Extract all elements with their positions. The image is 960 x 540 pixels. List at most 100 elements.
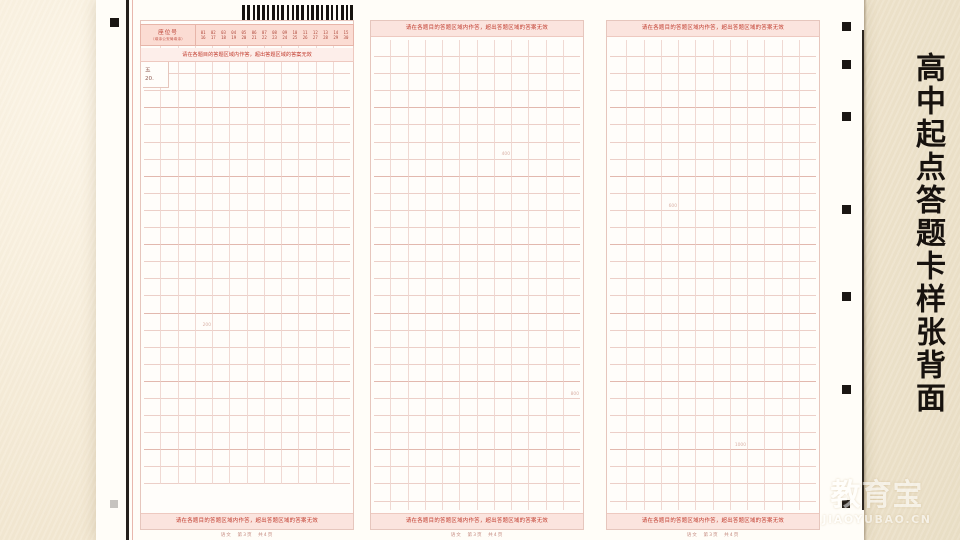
answer-grid-cell[interactable] [563,160,580,177]
answer-grid-cell[interactable] [644,313,662,331]
answer-grid-cell[interactable] [644,398,662,417]
answer-grid-cell[interactable] [782,159,800,177]
answer-grid-cell[interactable]: 800 [563,382,580,399]
answer-grid-cell[interactable] [782,313,800,331]
answer-grid-cell[interactable] [425,433,443,451]
answer-grid-cell[interactable] [213,467,231,485]
answer-grid-cell[interactable] [195,57,213,75]
answer-grid-cell[interactable] [477,40,495,58]
answer-grid-cell[interactable] [213,193,231,211]
seat-number-cell[interactable]: 05 [241,29,247,35]
answer-grid-cell[interactable] [713,142,731,160]
answer-grid-cell[interactable] [799,211,816,229]
answer-grid-row[interactable] [374,262,580,280]
answer-grid-cell[interactable] [512,210,530,229]
answer-grid-cell[interactable] [529,142,547,160]
answer-grid-cell[interactable] [264,91,282,109]
answer-grid-cell[interactable] [316,398,334,417]
answer-grid-cell[interactable] [546,57,564,75]
answer-grid-cell[interactable] [563,296,580,314]
answer-grid-cell[interactable] [333,74,350,92]
answer-grid-cell[interactable] [610,74,628,92]
answer-grid-cell[interactable] [230,125,248,143]
answer-grid-cell[interactable] [374,176,392,194]
answer-grid-cell[interactable] [627,108,645,126]
answer-grid-cell[interactable] [696,91,714,109]
answer-grid-cell[interactable] [494,74,512,92]
answer-grid-cell[interactable] [730,262,748,280]
answer-grid-cell[interactable] [748,296,766,314]
answer-grid-cell[interactable] [264,296,282,314]
answer-grid-cell[interactable] [299,279,317,297]
answer-grid-cell[interactable] [799,108,816,126]
answer-grid-cell[interactable] [477,210,495,229]
answer-grid-cell[interactable] [178,364,196,382]
answer-grid-cell[interactable] [391,364,409,382]
answer-grid-cell[interactable] [730,467,748,485]
answer-grid-cell[interactable] [477,398,495,417]
answer-grid-cell[interactable]: 200 [195,313,213,331]
answer-grid-cell[interactable] [333,143,350,160]
answer-grid-cell[interactable] [299,381,317,399]
answer-grid-cell[interactable] [713,364,731,382]
answer-grid-cell[interactable] [563,450,580,468]
answer-grid-cell[interactable] [230,347,248,365]
answer-grid-cell[interactable] [529,364,547,382]
answer-grid-cell[interactable] [644,193,662,211]
answer-grid-row[interactable] [610,296,816,314]
answer-grid-cell[interactable] [713,450,731,468]
answer-grid-cell[interactable] [512,416,530,434]
answer-grid-cell[interactable] [610,176,628,194]
answer-grid-row[interactable] [374,279,580,297]
answer-grid-cell[interactable] [264,108,282,126]
seat-number-cell[interactable]: 23 [272,35,277,40]
answer-grid-cell[interactable] [178,228,196,246]
answer-grid-cell[interactable] [644,416,662,434]
answer-grid-cell[interactable] [374,40,392,58]
answer-grid-row[interactable] [610,245,816,263]
answer-grid-cell[interactable] [782,193,800,211]
answer-grid-cell[interactable] [494,484,512,502]
answer-grid-cell[interactable] [644,381,662,399]
answer-grid-cell[interactable] [460,279,478,297]
answer-grid-cell[interactable] [247,193,265,211]
answer-grid-cell[interactable] [696,467,714,485]
answer-grid-cell[interactable] [529,193,547,211]
answer-grid-cell[interactable] [460,245,478,263]
answer-grid-cell[interactable] [494,108,512,126]
answer-grid-cell[interactable] [144,467,162,485]
answer-grid-cell[interactable] [374,228,392,246]
answer-grid-cell[interactable] [661,398,679,417]
answer-grid-cell[interactable] [443,364,461,382]
answer-grid-cell[interactable] [494,381,512,399]
answer-grid-cell[interactable] [661,91,679,109]
answer-grid-cell[interactable] [213,125,231,143]
answer-grid-row[interactable] [374,57,580,75]
answer-grid-cell[interactable] [374,245,392,263]
answer-grid-cell[interactable] [713,313,731,331]
answer-grid-cell[interactable] [144,364,162,382]
answer-grid-cell[interactable] [391,433,409,451]
answer-grid-cell[interactable] [443,245,461,263]
answer-grid-row[interactable]: 800 [374,381,580,399]
answer-grid-cell[interactable] [477,416,495,434]
answer-grid-cell[interactable] [391,91,409,109]
answer-grid-cell[interactable] [644,296,662,314]
answer-grid-cell[interactable] [374,91,392,109]
answer-grid-cell[interactable] [316,347,334,365]
answer-grid-cell[interactable] [529,57,547,75]
answer-grid-cell[interactable] [178,416,196,434]
answer-grid-cell[interactable] [144,347,162,365]
answer-grid-cell[interactable] [213,142,231,160]
answer-grid-cell[interactable] [391,40,409,58]
answer-grid-cell[interactable] [460,381,478,399]
answer-grid-cell[interactable] [730,347,748,365]
seat-number-cell[interactable]: 25 [292,35,298,40]
answer-grid-cell[interactable] [299,74,317,92]
answer-grid-cell[interactable] [730,40,748,58]
answer-grid-cell[interactable] [178,142,196,160]
answer-grid-cell[interactable] [282,108,300,126]
answer-grid-cell[interactable] [477,176,495,194]
answer-grid-cell[interactable] [374,501,392,510]
answer-grid-cell[interactable] [610,279,628,297]
